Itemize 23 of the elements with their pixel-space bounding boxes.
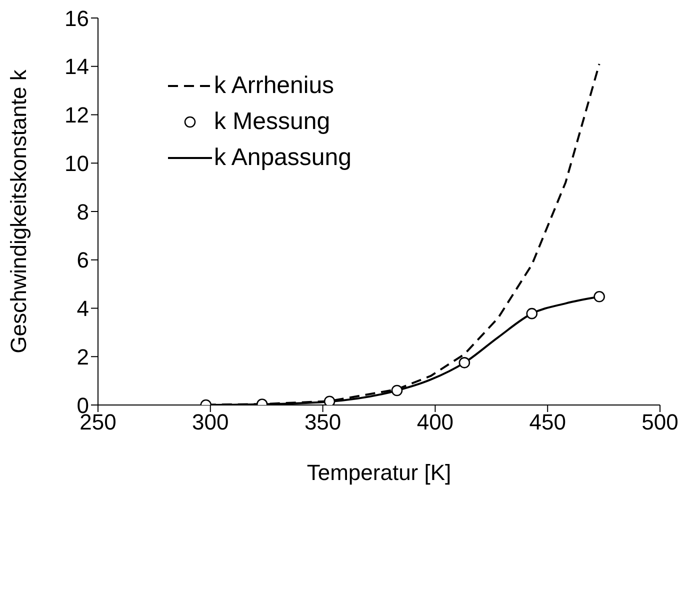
x-tick-label: 350 [304,410,342,435]
y-tick-label: 16 [64,6,89,31]
x-tick-label: 500 [642,410,678,435]
y-tick-label: 10 [64,150,89,176]
point [324,396,336,405]
point [526,308,538,320]
point [458,357,470,368]
y-tick-label: 12 [64,102,89,128]
x-tick-label: 400 [416,410,454,435]
legend-label: k Arrhenius [214,71,334,101]
y-tick-label: 8 [76,199,89,224]
y-tick-label: 6 [76,248,89,273]
y-tick-label: 4 [76,296,89,322]
legend-label: k Messung [214,107,330,137]
legend-label: k Anpassung [214,143,352,173]
y-axis-title: Geschwindigkeitskonstante k [6,68,31,354]
y-tick-label: 14 [64,54,89,80]
point [391,384,403,396]
x-axis-title: Temperatur [K] [306,460,452,485]
x-tick-label: 300 [192,410,229,435]
y-tick-label: 2 [76,344,89,370]
x-tick-label: 450 [529,410,566,435]
point [594,290,605,302]
